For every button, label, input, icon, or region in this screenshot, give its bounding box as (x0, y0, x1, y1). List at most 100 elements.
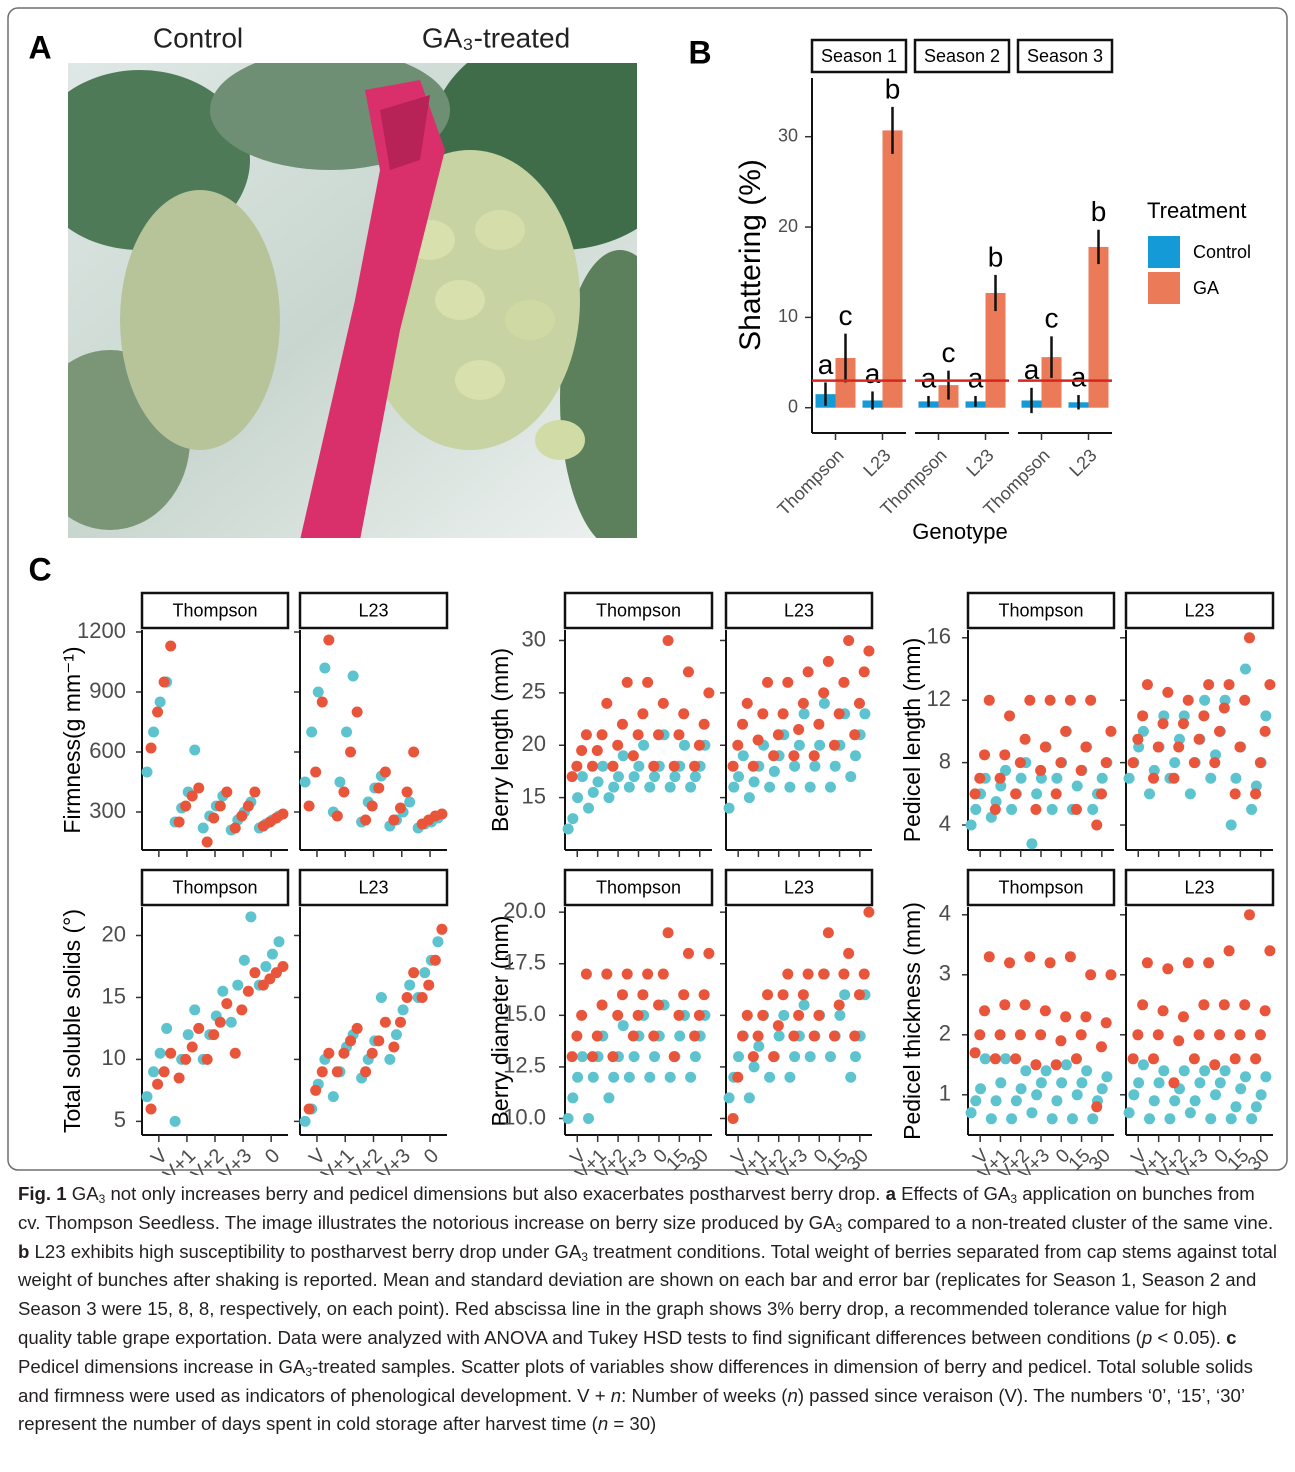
point (752, 734, 764, 746)
point (682, 947, 694, 959)
y-axis-title: Pedicel length (mm) (899, 638, 925, 843)
point (838, 968, 850, 980)
point (632, 729, 644, 741)
point (1044, 957, 1056, 969)
point (863, 906, 875, 918)
facet-title: Thompson (596, 600, 681, 620)
point (1010, 1053, 1022, 1065)
point (173, 1072, 185, 1084)
point (808, 750, 820, 762)
y-axis-title: Total soluble solids (°) (59, 909, 85, 1133)
facet-strip (966, 868, 1116, 907)
point (236, 1004, 248, 1016)
point (186, 790, 198, 802)
point (1229, 788, 1241, 800)
y-tick-label: 5 (114, 1107, 126, 1132)
caption-text: GA (66, 1183, 99, 1204)
point (804, 1051, 816, 1063)
point (849, 1030, 861, 1042)
point (682, 666, 694, 678)
point (637, 989, 649, 1001)
point (1162, 963, 1174, 975)
y-tick-label: 300 (89, 798, 126, 823)
point (384, 1053, 396, 1065)
point (1152, 1029, 1164, 1041)
point (863, 645, 875, 657)
point (657, 697, 669, 709)
significance-letter: c (839, 300, 853, 331)
point (621, 968, 633, 980)
y-tick-label: 8 (939, 748, 951, 773)
point (1085, 969, 1097, 981)
point (747, 1051, 759, 1063)
point (1193, 733, 1205, 745)
y-tick-label: 20 (522, 731, 546, 756)
significance-letter: a (818, 349, 834, 380)
point (242, 800, 254, 812)
y-tick-label: 16 (927, 624, 951, 649)
facet-strip (140, 591, 290, 630)
facet-strip (1124, 591, 1275, 630)
point (789, 760, 801, 772)
point (1182, 694, 1194, 706)
point (1182, 957, 1194, 969)
point (201, 1053, 213, 1065)
point (1019, 999, 1031, 1011)
facet-title: Thompson (998, 600, 1083, 620)
point (662, 634, 674, 646)
point (562, 823, 574, 835)
y-tick-label: 10 (778, 306, 798, 326)
point (1189, 1095, 1201, 1107)
caption-text: 3 (1010, 1192, 1018, 1206)
point (601, 697, 613, 709)
facet-title: Season 2 (924, 46, 1000, 66)
point (689, 760, 701, 772)
point (859, 708, 871, 720)
point (404, 979, 416, 991)
point (632, 1009, 644, 1021)
point (839, 989, 851, 1001)
point (1194, 1077, 1206, 1089)
point (576, 1009, 588, 1021)
point (627, 750, 639, 762)
point (1188, 1053, 1200, 1065)
point (802, 968, 814, 980)
point (1014, 757, 1026, 769)
facet-strip (563, 868, 714, 907)
point (1223, 945, 1235, 957)
point (833, 708, 845, 720)
point (638, 739, 650, 751)
point (189, 1004, 201, 1016)
point (1071, 780, 1083, 792)
point (242, 985, 254, 997)
point (1264, 679, 1276, 691)
point (772, 1020, 784, 1032)
point (616, 718, 628, 730)
point (1060, 1011, 1072, 1023)
point (1015, 1083, 1027, 1095)
point (849, 729, 861, 741)
legend-swatch (1148, 236, 1180, 268)
point (161, 1022, 173, 1034)
point (1101, 1071, 1113, 1083)
point (154, 696, 166, 708)
point (236, 810, 248, 822)
point (693, 1009, 705, 1021)
point (644, 1071, 656, 1083)
point (999, 749, 1011, 761)
caption: Fig. 1 GA3 not only increases berry and … (18, 1180, 1280, 1439)
point (678, 739, 690, 751)
point (788, 750, 800, 762)
point (580, 968, 592, 980)
point (1144, 788, 1156, 800)
point (741, 1009, 753, 1021)
point (334, 776, 346, 788)
point (394, 1016, 406, 1028)
point (1137, 725, 1149, 737)
point (793, 1009, 805, 1021)
point (653, 729, 665, 741)
caption-text: Effects of GA (895, 1183, 1011, 1204)
point (838, 676, 850, 688)
point (1141, 679, 1153, 691)
point (193, 1022, 205, 1034)
